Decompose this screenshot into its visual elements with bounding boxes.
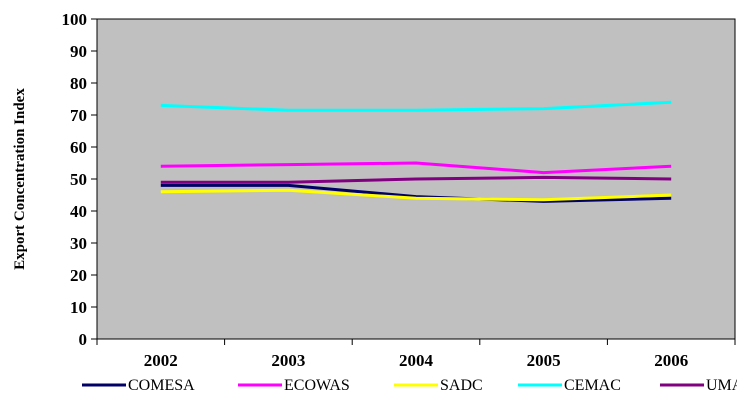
y-tick-label: 70 <box>70 106 87 125</box>
series-line-ecowas <box>160 161 672 175</box>
y-tick-label: 90 <box>70 42 87 61</box>
x-tick-label: 2002 <box>144 351 178 370</box>
y-tick-label: 60 <box>70 138 87 157</box>
series-line-comesa <box>160 183 672 203</box>
legend: COMESA ECOWAS SADC CEMAC UMA <box>82 377 737 394</box>
y-tick-label: 20 <box>70 266 87 285</box>
x-axis: 2002 2003 2004 2005 2006 <box>96 339 736 370</box>
series-line-uma <box>160 175 672 184</box>
legend-label: SADC <box>440 377 483 394</box>
y-tick-label: 40 <box>70 202 87 221</box>
legend-label: UMA <box>706 377 737 394</box>
x-tick-label: 2004 <box>399 351 434 370</box>
y-axis-label: Export Concentration Index <box>12 88 28 270</box>
series-line-sadc <box>160 188 672 202</box>
legend-label: CEMAC <box>564 377 621 394</box>
y-tick-label: 100 <box>62 10 88 29</box>
y-tick-label: 80 <box>70 74 87 93</box>
series-line-cemac <box>160 100 672 112</box>
legend-label: ECOWAS <box>284 377 350 394</box>
y-tick-label: 30 <box>70 234 87 253</box>
y-tick-label: 10 <box>70 298 87 317</box>
x-tick-label: 2006 <box>654 351 688 370</box>
series-layer <box>160 100 672 203</box>
x-tick-label: 2005 <box>527 351 561 370</box>
x-tick-label: 2003 <box>271 351 305 370</box>
y-tick-label: 0 <box>79 330 88 349</box>
legend-label: COMESA <box>128 377 195 394</box>
y-tick-label: 50 <box>70 170 87 189</box>
y-axis: 0 10 20 30 40 50 60 70 80 90 100 <box>62 10 97 349</box>
